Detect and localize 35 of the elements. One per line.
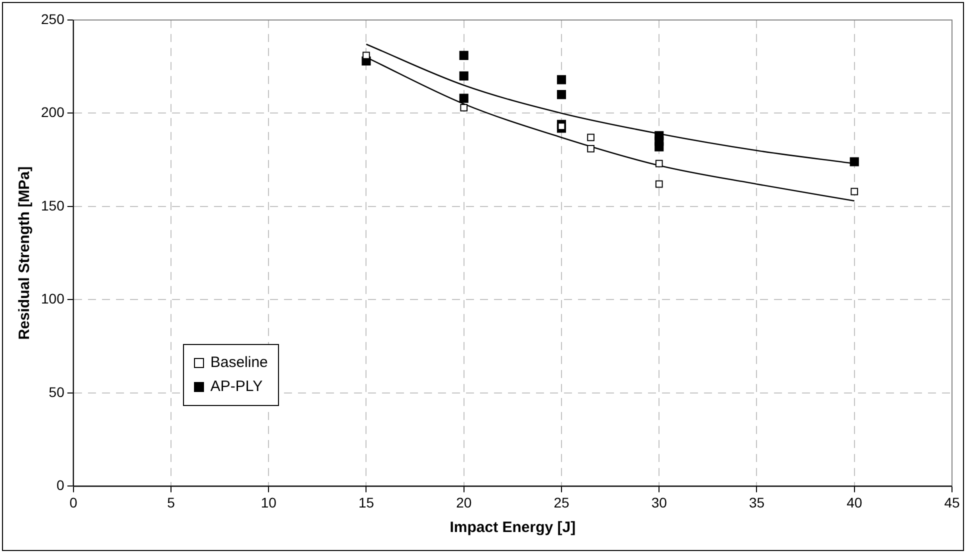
x-tick-label: 0 bbox=[69, 494, 78, 510]
x-tick-label: 45 bbox=[944, 494, 960, 510]
point bbox=[459, 71, 468, 80]
y-tick-label: 250 bbox=[41, 10, 65, 27]
point bbox=[587, 134, 594, 142]
legend-label: Baseline bbox=[209, 353, 268, 374]
x-tick-label: 40 bbox=[846, 494, 862, 510]
y-tick-label: 150 bbox=[41, 197, 65, 214]
point bbox=[654, 142, 664, 152]
x-tick-label: 25 bbox=[554, 494, 570, 510]
point bbox=[459, 94, 468, 103]
point bbox=[459, 50, 468, 60]
point bbox=[558, 122, 566, 130]
point bbox=[362, 52, 370, 60]
point bbox=[556, 90, 566, 100]
x-tick-label: 10 bbox=[260, 494, 277, 510]
y-tick-label: 100 bbox=[41, 290, 65, 307]
legend-label: AP-PLY bbox=[209, 377, 264, 398]
point bbox=[655, 180, 663, 188]
point bbox=[587, 144, 594, 152]
y-tick-label: 200 bbox=[41, 104, 65, 120]
x-tick-label: 30 bbox=[651, 494, 668, 510]
point bbox=[850, 188, 858, 196]
point bbox=[556, 75, 566, 84]
y-tick-label: 50 bbox=[48, 384, 65, 400]
x-tick-label: 20 bbox=[456, 494, 472, 510]
x-tick-label: 5 bbox=[167, 494, 176, 510]
x-axis-title: Impact Energy [J] bbox=[450, 519, 576, 536]
point bbox=[850, 157, 859, 166]
y-tick-label: 0 bbox=[56, 477, 65, 494]
point bbox=[460, 104, 468, 112]
y-axis-title: Residual Strength [MPa] bbox=[16, 166, 34, 340]
point bbox=[655, 160, 663, 168]
x-tick-label: 35 bbox=[748, 494, 765, 510]
x-tick-label: 15 bbox=[358, 494, 374, 510]
